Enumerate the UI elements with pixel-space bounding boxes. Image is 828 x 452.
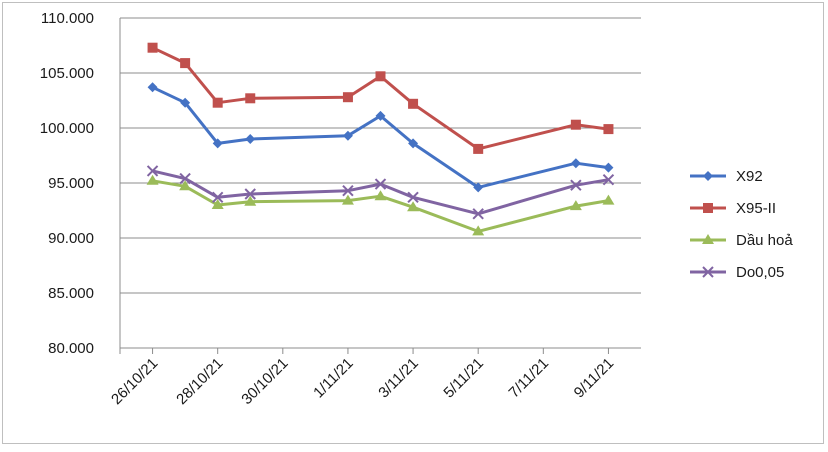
legend-label: X95-II (736, 200, 776, 217)
point-marker (374, 178, 387, 190)
point-marker (570, 179, 582, 191)
point-marker (570, 158, 581, 169)
point-marker (407, 191, 419, 204)
point-marker (602, 173, 615, 186)
point-marker (472, 208, 484, 220)
point-marker (408, 98, 419, 109)
point-marker (570, 119, 581, 130)
series-d-u-ho- (146, 174, 615, 236)
point-marker (408, 138, 419, 149)
point-marker (245, 93, 256, 104)
point-marker (375, 110, 386, 121)
series-do0-05 (146, 165, 615, 220)
point-marker (245, 134, 256, 144)
legend-item: X92 (690, 168, 763, 185)
legend-item: X95-II (690, 200, 776, 217)
point-marker (244, 195, 257, 206)
legend-item: Do0,05 (690, 264, 784, 281)
gridlines (120, 17, 641, 294)
y-tick-label: 95.000 (48, 175, 94, 192)
x-tick-label: 3/11/21 (375, 355, 422, 402)
x-tick-label: 26/10/21 (108, 355, 161, 408)
x-tick-label: 1/11/21 (310, 355, 357, 402)
x-tick-label: 28/10/21 (173, 355, 226, 408)
y-tick-label: 80.000 (48, 340, 94, 357)
chart-frame (2, 2, 824, 444)
x-tick-label: 9/11/21 (571, 355, 618, 402)
series-x95-ii (147, 42, 614, 154)
y-tick-label: 105.000 (40, 65, 94, 82)
point-marker (569, 200, 582, 211)
x-tick-label: 30/10/21 (238, 355, 291, 408)
point-marker (407, 201, 420, 212)
series-layer (146, 42, 615, 236)
point-marker (342, 130, 353, 141)
point-marker (342, 92, 353, 103)
point-marker (147, 82, 158, 93)
point-marker (602, 194, 615, 205)
y-tick-label: 110.000 (41, 10, 94, 27)
legend-item: Dầu hoả (690, 232, 793, 249)
point-marker (702, 266, 714, 278)
point-marker (212, 97, 223, 108)
series-line (151, 46, 609, 151)
point-marker (146, 174, 159, 185)
legend-label: X92 (736, 168, 763, 185)
series-line (152, 169, 609, 216)
y-tick-label: 85.000 (48, 285, 94, 302)
point-marker (703, 171, 713, 181)
point-marker (179, 180, 192, 191)
point-marker (244, 188, 256, 200)
point-marker (374, 190, 387, 201)
point-marker (211, 191, 224, 204)
y-tick-label: 90.000 (48, 230, 94, 247)
point-marker (472, 225, 485, 236)
point-marker (603, 124, 614, 135)
point-marker (473, 182, 484, 193)
point-marker (473, 143, 484, 154)
series-line (151, 85, 609, 189)
point-marker (180, 97, 191, 108)
point-marker (146, 165, 159, 177)
point-marker (702, 234, 714, 244)
point-marker (180, 58, 191, 69)
legend-label: Do0,05 (736, 264, 784, 281)
y-tick-label: 100.000 (40, 120, 94, 137)
point-marker (342, 184, 354, 197)
legend-label: Dầu hoả (736, 232, 793, 249)
point-marker (212, 138, 223, 149)
axes (119, 18, 641, 354)
legend: X92 X95-II Dầu hoả Do0,05 (690, 168, 793, 281)
point-marker (211, 199, 224, 209)
y-tick-labels: 80.000 85.000 90.000 95.000 100.000 105.000 11… (40, 10, 94, 357)
point-marker (179, 172, 191, 185)
x-tick-label: 5/11/21 (440, 355, 487, 402)
point-marker (147, 42, 158, 53)
series-line (152, 179, 609, 233)
x-tick-labels: 26/10/21 28/10/21 30/10/21 1/11/21 3/11/21 5/… (108, 355, 617, 408)
point-marker (703, 203, 713, 213)
point-marker (341, 194, 354, 205)
series-x92 (147, 82, 614, 193)
point-marker (603, 162, 614, 173)
point-marker (375, 71, 386, 82)
x-tick-label: 7/11/21 (506, 355, 553, 402)
